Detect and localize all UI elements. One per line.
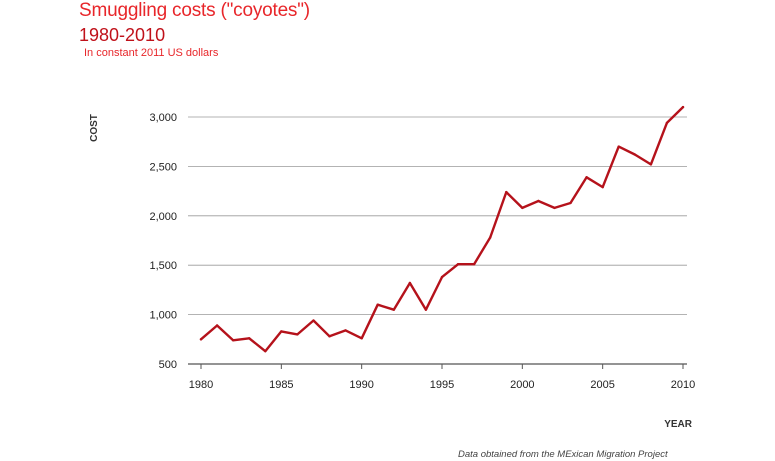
data-point-1996 — [456, 263, 460, 266]
x-tick-label-1985: 1985 — [269, 379, 293, 391]
y-tick-label-1000: 1,000 — [149, 310, 177, 322]
data-point-1994 — [424, 308, 428, 311]
chart-title: Smuggling costs ("coyotes") — [79, 0, 310, 21]
x-tick-label-1995: 1995 — [430, 379, 454, 391]
data-point-2009 — [665, 121, 669, 125]
data-point-1988 — [328, 335, 331, 338]
grid-lines — [188, 116, 687, 365]
data-point-1991 — [376, 303, 379, 306]
data-point-1983 — [248, 337, 251, 340]
data-point-1987 — [312, 319, 315, 322]
x-tick-label-1980: 1980 — [189, 379, 213, 391]
data-point-1997 — [472, 263, 476, 266]
data-point-1999 — [505, 190, 508, 194]
data-point-1995 — [440, 275, 444, 279]
data-point-1980 — [199, 338, 203, 341]
data-point-2004 — [585, 176, 588, 179]
data-point-1989 — [344, 329, 347, 332]
y-tick-labels: 500 1,000 1,500 2,000 2,500 3,000 — [149, 112, 177, 371]
y-tick-label-2500: 2,500 — [149, 161, 177, 173]
x-tick-label-2005: 2005 — [590, 379, 614, 391]
y-axis-title: COST — [89, 114, 100, 142]
x-tick-label-2010: 2010 — [671, 379, 695, 391]
data-point-1982 — [231, 339, 235, 342]
x-tick-label-1990: 1990 — [349, 379, 373, 391]
data-point-1985 — [280, 330, 283, 333]
data-point-1992 — [392, 308, 395, 311]
series-cost — [199, 105, 685, 353]
data-point-2003 — [569, 201, 572, 205]
data-point-2000 — [521, 206, 524, 210]
data-point-2007 — [633, 153, 636, 156]
y-tick-label-2000: 2,000 — [149, 211, 177, 223]
data-point-2010 — [681, 105, 685, 109]
y-tick-label-1500: 1,500 — [149, 260, 177, 272]
data-point-1986 — [296, 333, 299, 336]
chart-unit-note: In constant 2011 US dollars — [84, 47, 219, 59]
y-tick-label-3000: 3,000 — [149, 112, 177, 124]
data-point-2001 — [537, 199, 540, 203]
data-point-1998 — [489, 236, 492, 239]
data-point-2005 — [601, 185, 604, 189]
source-note: Data obtained from the MExican Migration… — [458, 449, 668, 460]
x-tick-label-2000: 2000 — [510, 379, 534, 391]
x-axis-title: YEAR — [664, 419, 693, 430]
data-point-1990 — [360, 337, 363, 340]
data-point-1993 — [408, 281, 412, 285]
y-tick-label-500: 500 — [159, 359, 177, 371]
data-point-2006 — [617, 145, 620, 148]
x-tick-labels: 1980 1985 1990 1995 2000 2005 2010 — [189, 364, 695, 391]
chart-subtitle: 1980-2010 — [79, 25, 166, 45]
data-point-1981 — [215, 324, 219, 327]
data-point-1984 — [264, 349, 267, 353]
data-point-2002 — [553, 206, 556, 210]
data-point-2008 — [649, 163, 653, 166]
